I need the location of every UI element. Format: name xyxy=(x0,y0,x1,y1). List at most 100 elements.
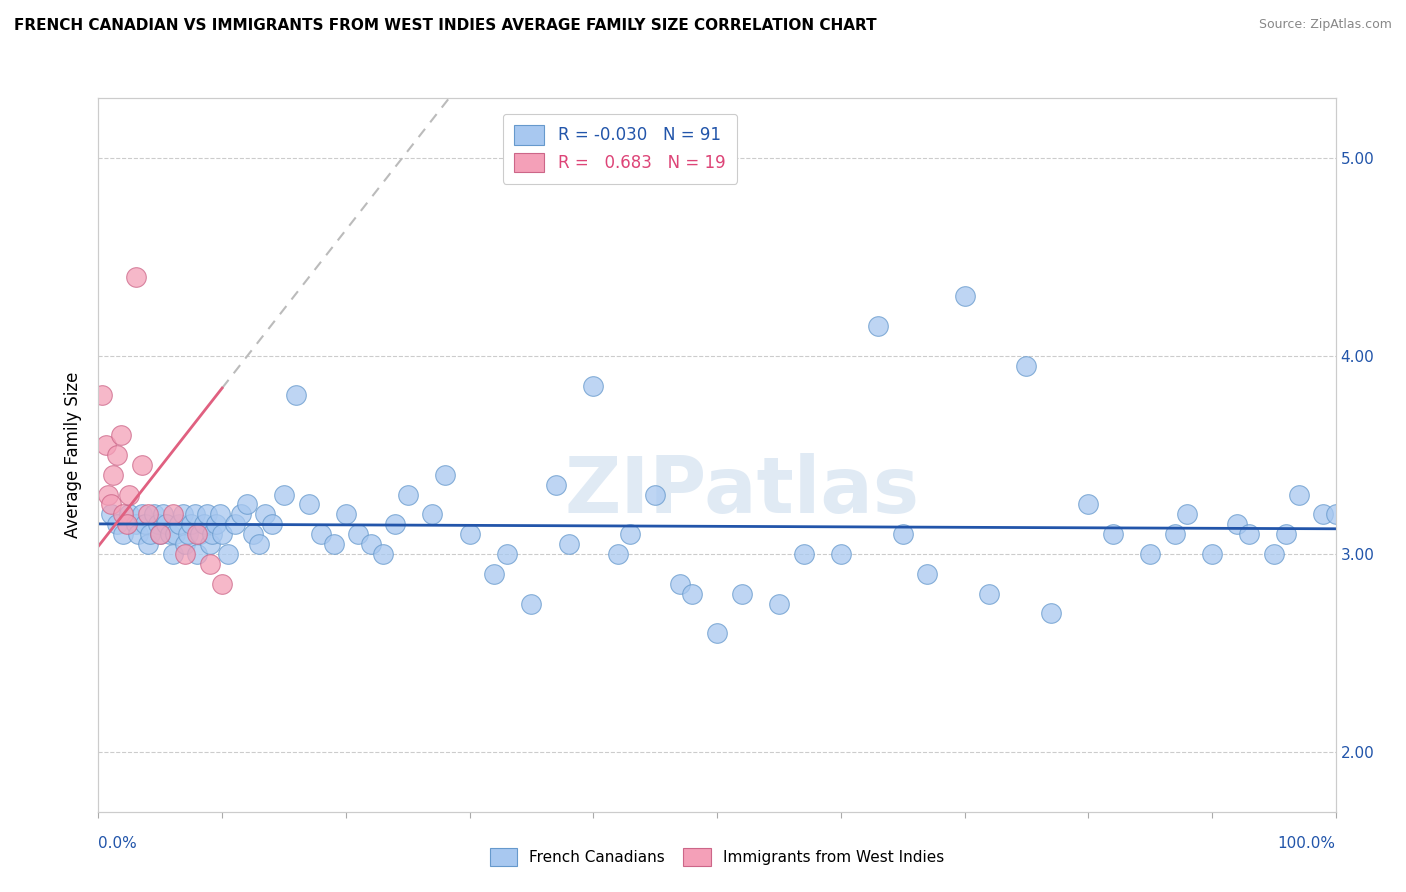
Point xyxy=(118,487,141,501)
Point xyxy=(731,587,754,601)
Point xyxy=(184,508,207,522)
Point xyxy=(309,527,332,541)
Point xyxy=(159,527,181,541)
Point xyxy=(112,527,135,541)
Point xyxy=(127,527,149,541)
Text: 0.0%: 0.0% xyxy=(98,836,138,850)
Point xyxy=(768,597,790,611)
Point xyxy=(681,587,703,601)
Point xyxy=(557,537,579,551)
Point xyxy=(180,517,202,532)
Point xyxy=(1040,607,1063,621)
Text: Source: ZipAtlas.com: Source: ZipAtlas.com xyxy=(1258,18,1392,31)
Point xyxy=(260,517,283,532)
Point xyxy=(669,576,692,591)
Point xyxy=(186,527,208,541)
Point xyxy=(167,517,190,532)
Point xyxy=(224,517,246,532)
Point xyxy=(322,537,344,551)
Point xyxy=(229,508,252,522)
Y-axis label: Average Family Size: Average Family Size xyxy=(65,372,83,538)
Point xyxy=(124,517,146,532)
Point xyxy=(139,527,162,541)
Point xyxy=(1275,527,1298,541)
Point xyxy=(1077,498,1099,512)
Point xyxy=(162,508,184,522)
Point xyxy=(371,547,394,561)
Point xyxy=(165,527,187,541)
Point xyxy=(422,508,444,522)
Point xyxy=(433,467,456,482)
Legend: French Canadians, Immigrants from West Indies: French Canadians, Immigrants from West I… xyxy=(484,842,950,871)
Point xyxy=(866,319,889,334)
Point xyxy=(103,467,125,482)
Point xyxy=(917,566,939,581)
Point xyxy=(100,498,122,512)
Point xyxy=(285,388,308,402)
Point xyxy=(1324,508,1347,522)
Point xyxy=(134,517,156,532)
Point xyxy=(1175,508,1198,522)
Point xyxy=(953,289,976,303)
Point xyxy=(1201,547,1223,561)
Point xyxy=(1015,359,1038,373)
Point xyxy=(174,537,197,551)
Point xyxy=(94,438,117,452)
Point xyxy=(136,508,159,522)
Point xyxy=(495,547,517,561)
Point xyxy=(247,537,270,551)
Point xyxy=(607,547,630,561)
Point xyxy=(112,508,135,522)
Point xyxy=(124,269,146,284)
Point xyxy=(484,566,506,581)
Point xyxy=(619,527,641,541)
Point xyxy=(188,527,211,541)
Text: FRENCH CANADIAN VS IMMIGRANTS FROM WEST INDIES AVERAGE FAMILY SIZE CORRELATION C: FRENCH CANADIAN VS IMMIGRANTS FROM WEST … xyxy=(14,18,877,33)
Point xyxy=(384,517,406,532)
Point xyxy=(174,547,197,561)
Point xyxy=(793,547,815,561)
Point xyxy=(91,388,114,402)
Point xyxy=(396,487,419,501)
Point xyxy=(347,527,370,541)
Point xyxy=(136,537,159,551)
Point xyxy=(298,498,321,512)
Point xyxy=(149,527,172,541)
Point xyxy=(105,448,128,462)
Point xyxy=(131,458,153,472)
Point xyxy=(520,597,543,611)
Point xyxy=(118,508,141,522)
Point xyxy=(1102,527,1125,541)
Point xyxy=(186,547,208,561)
Point xyxy=(458,527,481,541)
Point xyxy=(1237,527,1260,541)
Point xyxy=(211,527,233,541)
Point xyxy=(1312,508,1334,522)
Point xyxy=(152,508,174,522)
Point xyxy=(195,508,218,522)
Point xyxy=(236,498,259,512)
Point xyxy=(146,517,169,532)
Point xyxy=(205,517,228,532)
Point xyxy=(582,378,605,392)
Point xyxy=(706,626,728,640)
Point xyxy=(273,487,295,501)
Point xyxy=(830,547,852,561)
Point xyxy=(143,508,166,522)
Point xyxy=(546,477,568,491)
Point xyxy=(198,537,221,551)
Text: 100.0%: 100.0% xyxy=(1278,836,1336,850)
Point xyxy=(115,517,138,532)
Point xyxy=(193,517,215,532)
Point xyxy=(97,487,120,501)
Point xyxy=(198,557,221,571)
Point xyxy=(201,527,224,541)
Point xyxy=(155,517,177,532)
Point xyxy=(208,508,231,522)
Point xyxy=(1288,487,1310,501)
Point xyxy=(335,508,357,522)
Point xyxy=(1139,547,1161,561)
Point xyxy=(979,587,1001,601)
Point xyxy=(1226,517,1249,532)
Point xyxy=(131,508,153,522)
